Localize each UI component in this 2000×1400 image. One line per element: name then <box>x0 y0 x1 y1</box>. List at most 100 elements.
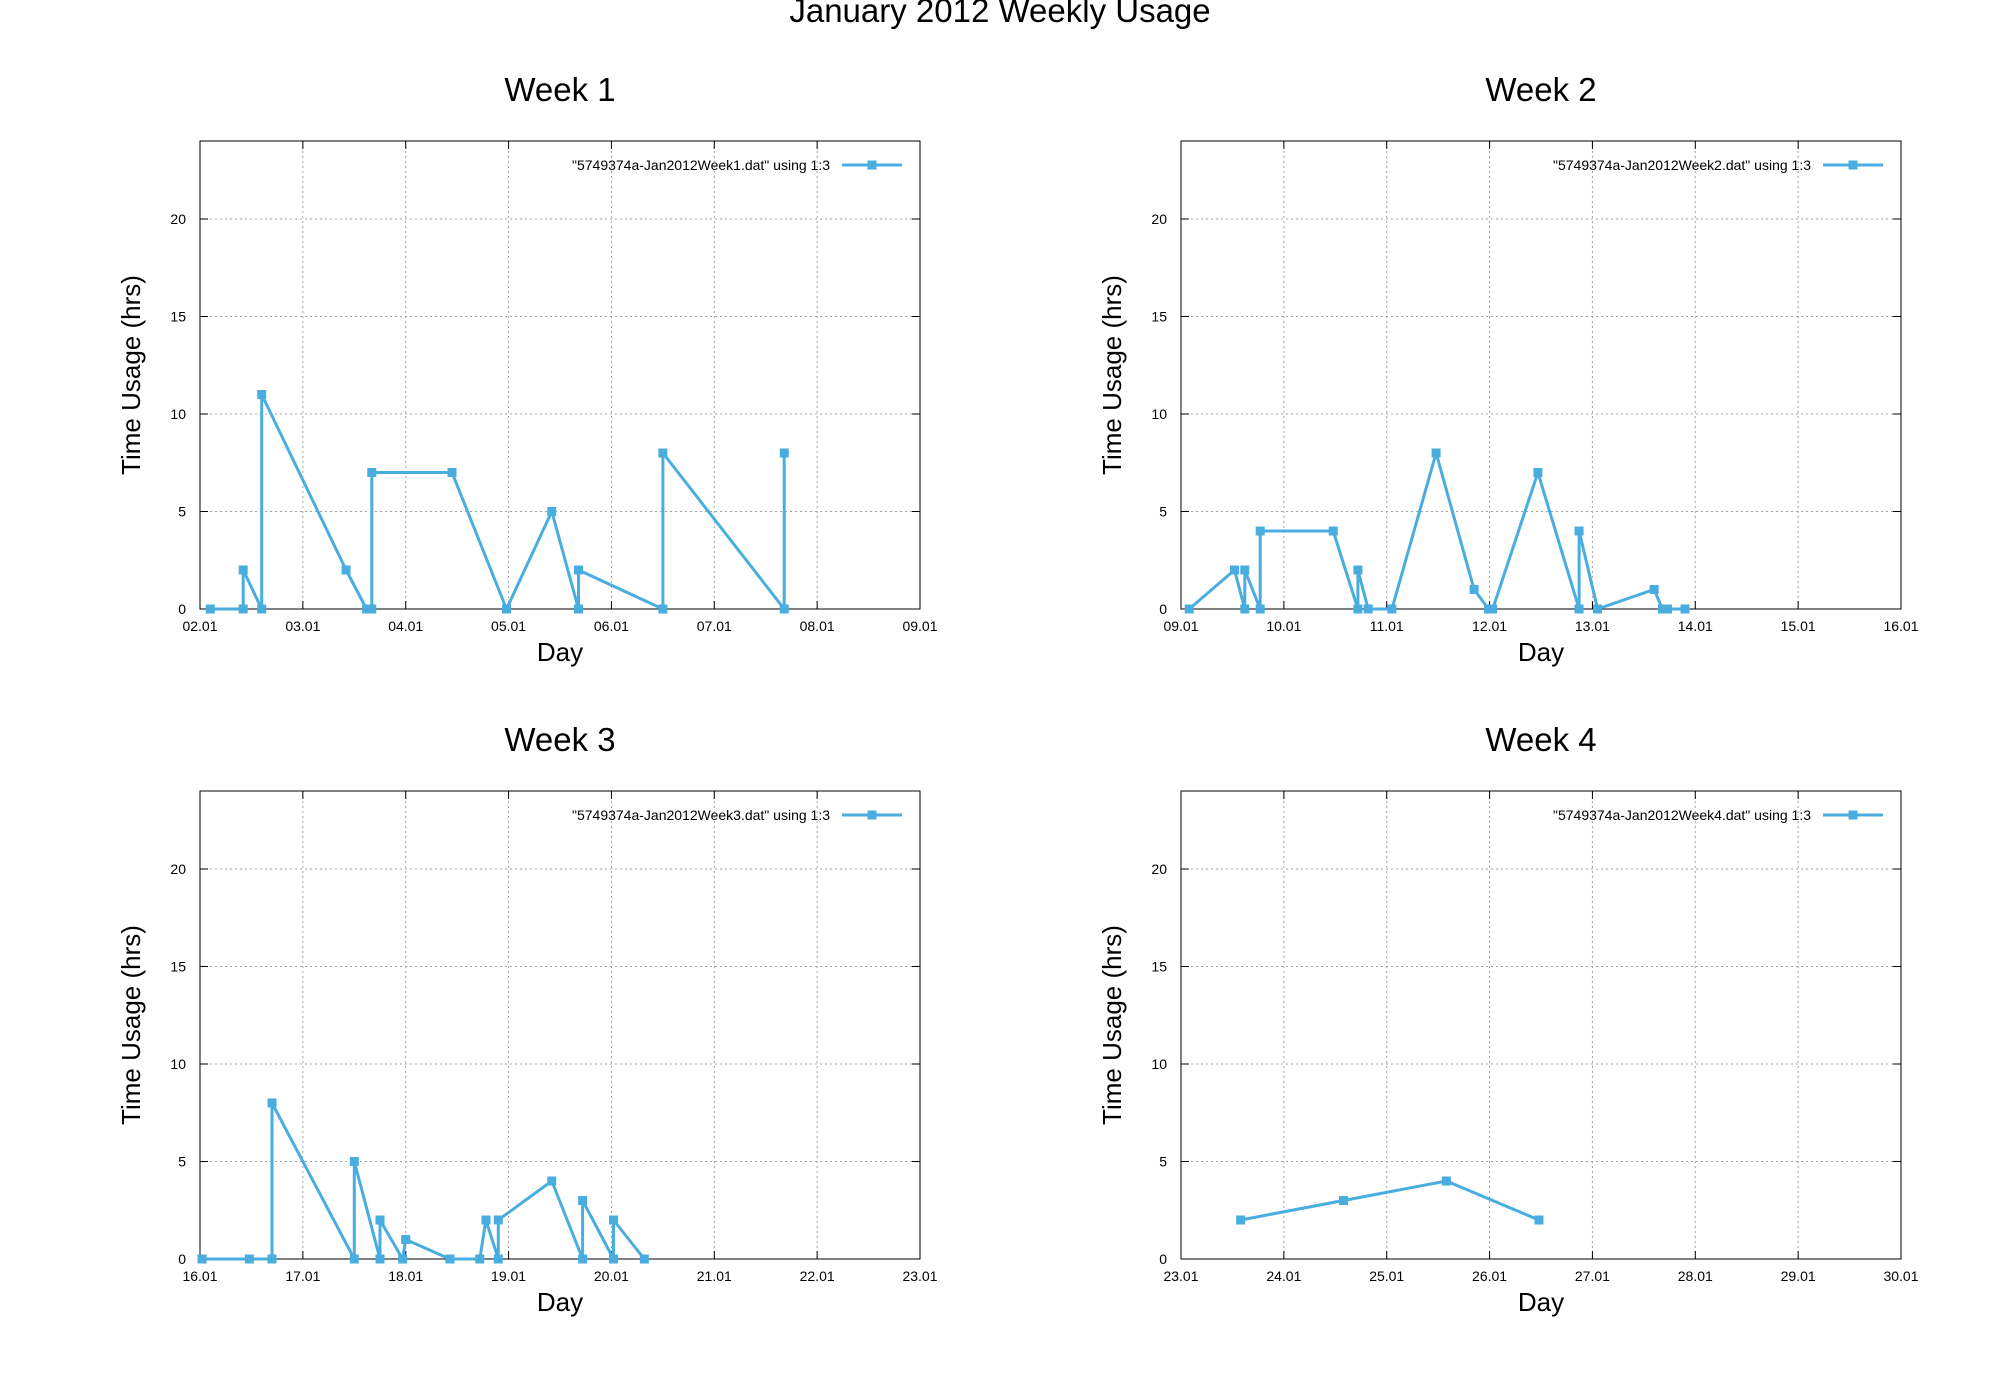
data-point <box>197 1254 207 1264</box>
data-point <box>574 565 584 575</box>
data-point <box>267 1098 277 1108</box>
series-1 <box>197 1098 649 1264</box>
chart-panel-4: Week 4 23.01 24.01 25.01 26.01 27.01 28.01 29.0… <box>1097 721 1919 1317</box>
data-point <box>1353 565 1363 575</box>
y-tick-label: 0 <box>1159 1251 1167 1267</box>
x-tick-label: 18.01 <box>388 1268 423 1284</box>
data-point <box>1240 565 1250 575</box>
gridlines <box>200 791 920 1259</box>
x-tick-label: 17.01 <box>285 1268 320 1284</box>
data-point <box>1184 604 1194 614</box>
legend-marker <box>867 810 877 820</box>
series-1 <box>1184 448 1690 614</box>
data-point <box>1387 604 1397 614</box>
x-tick-label: 06.01 <box>594 618 629 634</box>
data-point <box>341 565 351 575</box>
data-point <box>367 604 377 614</box>
data-point <box>375 1215 385 1225</box>
data-point <box>779 448 789 458</box>
legend: "5749374a-Jan2012Week2.dat" using 1:3 <box>1553 157 1883 173</box>
legend-marker <box>1848 810 1858 820</box>
x-tick-label: 03.01 <box>285 618 320 634</box>
x-tick-label: 27.01 <box>1575 1268 1610 1284</box>
y-tick-label: 5 <box>178 1154 186 1170</box>
data-point <box>1353 604 1363 614</box>
panel-title: Week 3 <box>504 721 615 758</box>
y-axis: 0 5 10 15 20 <box>1151 211 1901 617</box>
data-point <box>238 565 248 575</box>
data-point <box>1663 604 1673 614</box>
data-point <box>362 604 372 614</box>
series-line <box>1240 1179 1540 1222</box>
data-point <box>608 1215 618 1225</box>
data-point <box>481 1215 491 1225</box>
panel-title: Week 2 <box>1485 71 1596 108</box>
y-tick-label: 10 <box>170 406 186 422</box>
x-axis-title: Day <box>1518 637 1564 667</box>
y-tick-label: 10 <box>1151 1056 1167 1072</box>
x-tick-label: 28.01 <box>1678 1268 1713 1284</box>
data-point <box>267 1254 277 1264</box>
panel-title: Week 1 <box>504 71 615 108</box>
data-point <box>349 1157 359 1166</box>
data-point <box>779 604 789 614</box>
data-point <box>547 1176 557 1186</box>
data-point <box>375 1254 385 1264</box>
data-point <box>445 1254 455 1264</box>
data-point <box>447 468 457 477</box>
x-tick-label: 09.01 <box>1163 618 1198 634</box>
y-axis-title: Time Usage (hrs) <box>116 925 146 1125</box>
x-tick-label: 26.01 <box>1472 1268 1507 1284</box>
x-tick-label: 19.01 <box>491 1268 526 1284</box>
data-point <box>578 1196 588 1205</box>
data-point <box>367 468 377 477</box>
data-point <box>1431 448 1441 458</box>
legend-label: "5749374a-Jan2012Week4.dat" using 1:3 <box>1553 807 1811 823</box>
data-point <box>1441 1176 1451 1186</box>
x-tick-label: 16.01 <box>1883 618 1918 634</box>
data-point <box>658 448 668 458</box>
y-tick-label: 15 <box>170 309 186 325</box>
data-point <box>475 1254 485 1264</box>
data-point <box>244 1254 254 1264</box>
data-point <box>1533 468 1543 477</box>
x-axis: 09.01 10.01 11.01 12.01 13.01 14.01 15.01 16.01 <box>1163 141 1919 634</box>
series-1 <box>205 390 789 614</box>
y-tick-label: 15 <box>170 959 186 975</box>
data-point <box>1574 604 1584 614</box>
y-axis-title: Time Usage (hrs) <box>116 275 146 475</box>
data-point <box>1328 526 1338 536</box>
x-tick-label: 12.01 <box>1472 618 1507 634</box>
x-tick-label: 25.01 <box>1369 1268 1404 1284</box>
x-tick-label: 16.01 <box>182 1268 217 1284</box>
data-point <box>493 1254 503 1264</box>
plot-frame <box>199 140 921 610</box>
data-point <box>1680 604 1690 614</box>
x-tick-label: 11.01 <box>1370 618 1404 634</box>
data-point <box>1363 604 1373 614</box>
plot-frame <box>1180 790 1902 1260</box>
x-tick-label: 23.01 <box>902 1268 937 1284</box>
y-tick-label: 0 <box>178 1251 186 1267</box>
data-point <box>1488 604 1498 614</box>
y-axis-title: Time Usage (hrs) <box>1097 925 1127 1125</box>
y-axis-title: Time Usage (hrs) <box>1097 275 1127 475</box>
y-tick-label: 15 <box>1151 959 1167 975</box>
x-axis: 02.01 03.01 04.01 05.01 06.01 07.01 08.01 09.01 <box>182 141 938 634</box>
chart-panel-2: Week 2 09.01 10.01 11.01 12.01 13.01 14.01 15.0… <box>1097 71 1919 667</box>
data-point <box>1649 585 1659 594</box>
y-axis: 0 5 10 15 20 <box>170 861 920 1267</box>
legend: "5749374a-Jan2012Week4.dat" using 1:3 <box>1553 807 1883 823</box>
x-tick-label: 29.01 <box>1781 1268 1816 1284</box>
y-tick-label: 10 <box>170 1056 186 1072</box>
data-point <box>1574 526 1584 536</box>
x-tick-label: 02.01 <box>182 618 217 634</box>
x-tick-label: 14.01 <box>1678 618 1713 634</box>
data-point <box>401 1235 411 1244</box>
data-point <box>1657 604 1667 614</box>
data-point <box>493 1215 503 1225</box>
x-axis-title: Day <box>537 1287 583 1317</box>
y-tick-label: 5 <box>1159 1154 1167 1170</box>
data-point <box>639 1254 649 1264</box>
